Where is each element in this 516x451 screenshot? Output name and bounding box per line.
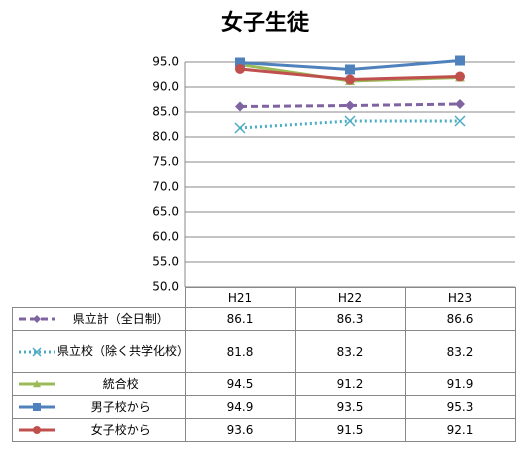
legend-icon — [19, 426, 55, 434]
value-cell: 91.2 — [294, 372, 406, 396]
table-row: 統合校 94.5 91.2 91.9 — [12, 372, 516, 396]
value-cell: 91.5 — [294, 418, 406, 442]
legend-entry: 統合校 — [17, 377, 185, 392]
value-cell: 86.6 — [404, 307, 516, 331]
value-cell: 81.8 — [184, 330, 296, 373]
x-tick-label: H22 — [294, 287, 406, 308]
marker — [33, 403, 41, 411]
legend-cell: 男子校から — [12, 395, 186, 419]
marker — [235, 64, 245, 74]
value-cell: 93.5 — [294, 395, 406, 419]
legend-entry: 県立校（除く共学化校） — [17, 344, 190, 359]
legend-cell: 県立計（全日制） — [12, 307, 186, 331]
y-tick-label: 55.0 — [152, 255, 179, 269]
legend-label: 統合校 — [102, 376, 139, 391]
y-tick-label: 65.0 — [152, 205, 179, 219]
legend-cell: 女子校から — [12, 418, 186, 442]
y-tick-label: 80.0 — [152, 130, 179, 144]
marker — [33, 380, 41, 388]
legend-icon — [19, 315, 55, 323]
legend-entry: 男子校から — [17, 400, 185, 415]
x-tick-label: H23 — [404, 287, 516, 308]
value-cell: 95.3 — [404, 395, 516, 419]
marker — [33, 315, 41, 323]
table-row: 県立計（全日制） 86.1 86.3 86.6 — [12, 307, 516, 331]
value-cell: 86.1 — [184, 307, 296, 331]
marker — [32, 346, 42, 357]
marker — [345, 64, 355, 75]
marker — [344, 115, 356, 127]
marker — [345, 74, 355, 85]
value-cell: 83.2 — [404, 330, 516, 373]
value-cell: 93.6 — [184, 418, 296, 442]
legend-label: 女子校から — [90, 422, 151, 437]
marker — [345, 100, 355, 111]
x-tick-label: H21 — [184, 287, 296, 308]
marker — [235, 101, 245, 112]
y-tick-label: 75.0 — [152, 155, 179, 169]
table-row: 女子校から 93.6 91.5 92.1 — [12, 418, 516, 442]
legend-icon — [19, 380, 55, 388]
marker — [234, 122, 246, 134]
value-cell: 94.5 — [184, 372, 296, 396]
table-row: 男子校から 94.9 93.5 95.3 — [12, 395, 516, 419]
value-cell: 94.9 — [184, 395, 296, 419]
legend-label: 県立校（除く共学化校） — [57, 344, 190, 358]
legend-cell: 統合校 — [12, 372, 186, 396]
y-tick-label: 95.0 — [152, 55, 179, 69]
value-cell: 86.3 — [294, 307, 406, 331]
table-row: 県立校（除く共学化校） 81.8 83.2 83.2 — [12, 330, 516, 373]
legend-icon — [19, 346, 55, 357]
marker — [33, 426, 41, 434]
y-tick-label: 60.0 — [152, 230, 179, 244]
legend-label: 男子校から — [90, 399, 151, 414]
legend-label: 県立計（全日制） — [72, 311, 169, 326]
chart-title: 女子生徒 — [221, 10, 310, 36]
y-tick-label: 85.0 — [152, 105, 179, 119]
legend-entry: 女子校から — [17, 423, 185, 438]
corner — [12, 287, 186, 308]
legend-icon — [19, 403, 55, 411]
data-table: H21 H22 H23 県立計（全日制） 86.1 86.3 86.6 県立校（除く共学化校）… — [12, 287, 516, 442]
marker — [454, 115, 466, 127]
marker — [455, 99, 465, 109]
legend-cell: 県立校（除く共学化校） — [12, 330, 190, 373]
y-tick-label: 90.0 — [152, 80, 179, 94]
header-row: H21 H22 H23 — [12, 287, 516, 308]
legend-entry: 県立計（全日制） — [17, 312, 185, 327]
value-cell: 92.1 — [404, 418, 516, 442]
marker — [455, 71, 465, 82]
marker — [235, 57, 245, 68]
y-tick-label: 70.0 — [152, 180, 179, 194]
marker — [455, 55, 465, 66]
value-cell: 83.2 — [294, 330, 406, 373]
value-cell: 91.9 — [404, 372, 516, 396]
